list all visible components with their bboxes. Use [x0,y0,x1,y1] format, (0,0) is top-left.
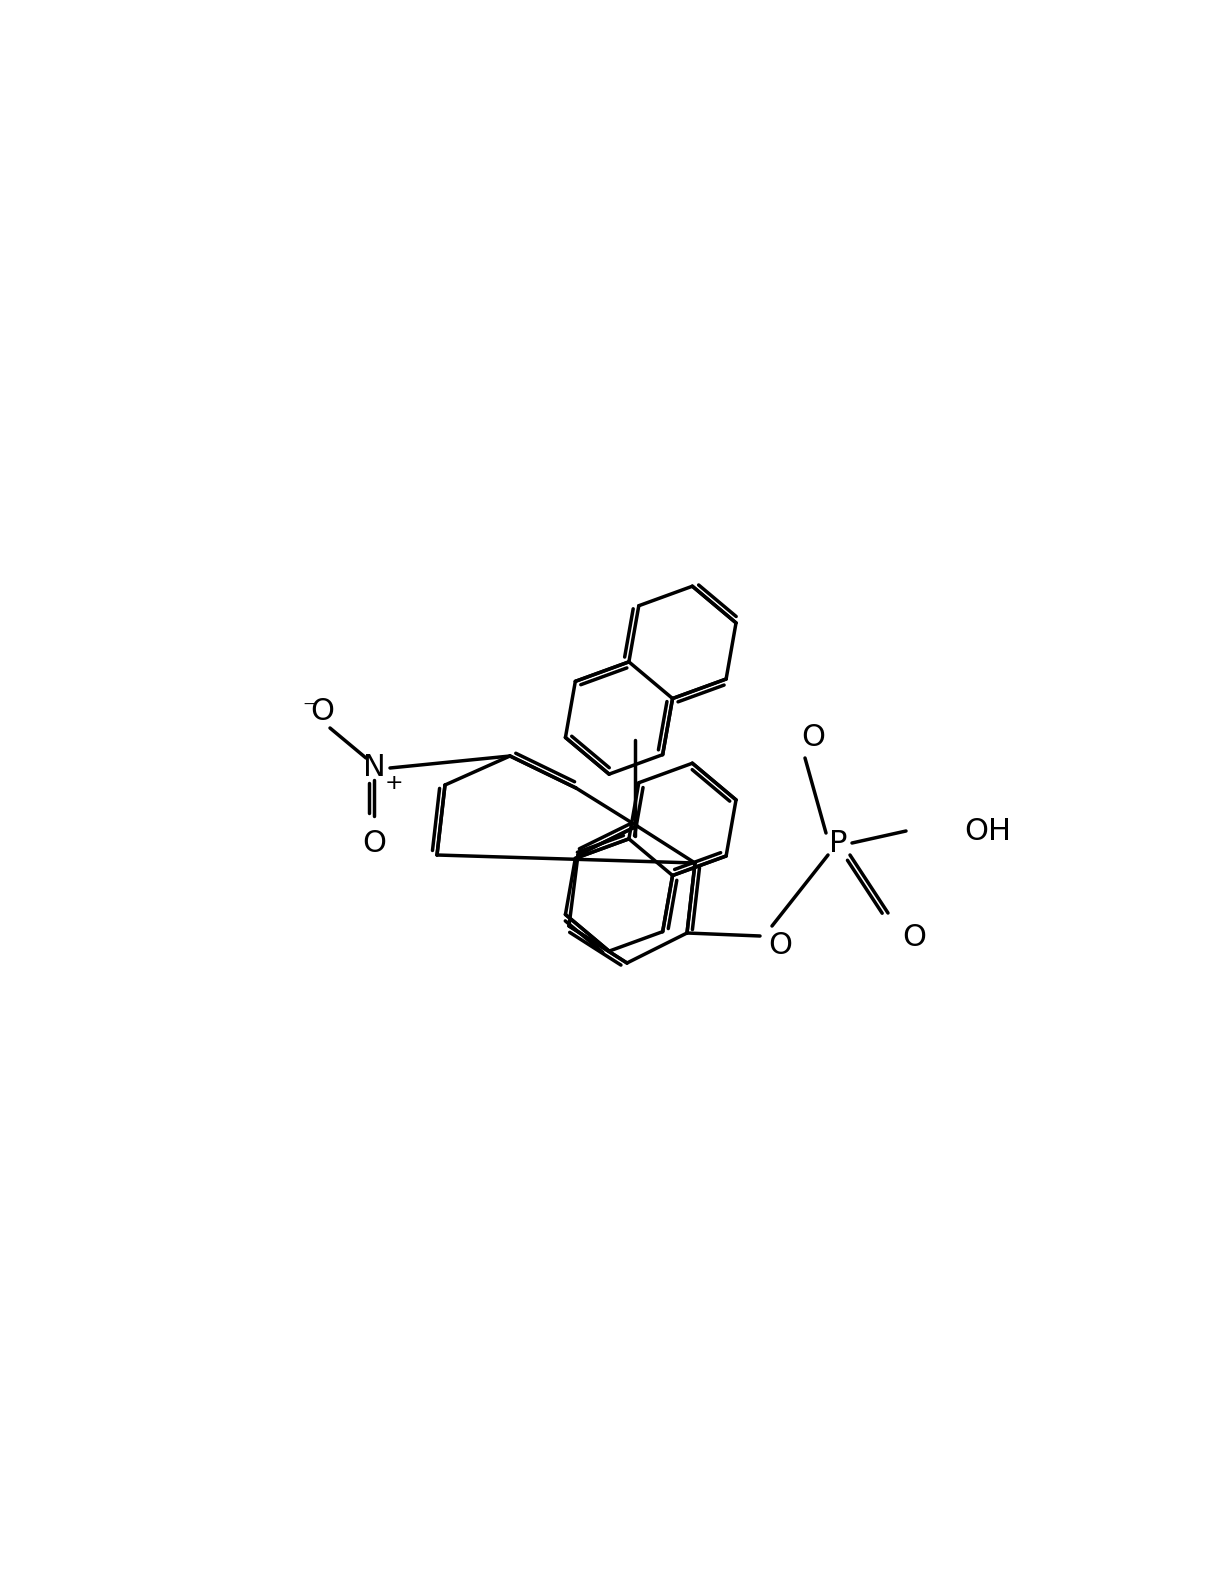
Text: O: O [362,829,386,859]
Text: O: O [768,932,792,961]
Text: O: O [310,697,334,726]
Text: OH: OH [964,816,1011,845]
Text: +: + [385,773,403,792]
Text: N: N [363,753,386,783]
Text: O: O [801,724,825,753]
Text: P: P [829,829,847,858]
Text: ⁻: ⁻ [302,699,315,723]
Text: O: O [902,923,926,951]
